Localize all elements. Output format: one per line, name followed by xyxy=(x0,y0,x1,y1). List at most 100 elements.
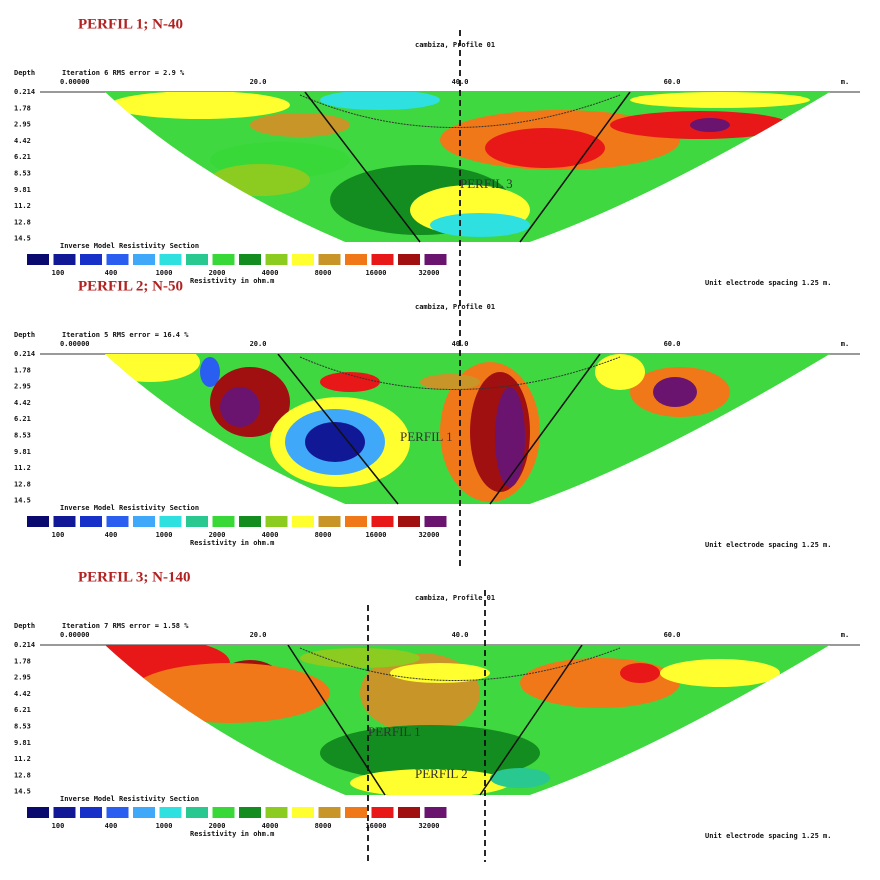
legend-swatch xyxy=(80,254,102,265)
resistivity-zone xyxy=(660,659,780,687)
legend-unit: Resistivity in ohm.m xyxy=(190,277,274,285)
legend-value: 100 xyxy=(52,822,65,830)
legend-title: Inverse Model Resistivity Section xyxy=(60,795,199,803)
depth-value: 14.5 xyxy=(14,788,31,796)
legend-swatch xyxy=(212,516,235,527)
legend-title: Inverse Model Resistivity Section xyxy=(60,504,199,512)
legend-swatch xyxy=(27,254,49,265)
electrode-spacing: Unit electrode spacing 1.25 m. xyxy=(705,279,831,287)
resistivity-zone xyxy=(420,374,480,390)
legend-swatch xyxy=(345,516,367,527)
legend-swatch xyxy=(398,807,420,818)
legend-swatch xyxy=(186,516,208,527)
depth-value: 11.2 xyxy=(14,464,31,472)
legend-value: 16000 xyxy=(365,822,386,830)
legend-value: 2000 xyxy=(209,531,226,539)
resistivity-zone xyxy=(210,164,310,196)
resistivity-zone xyxy=(200,357,220,387)
legend-swatch xyxy=(292,516,314,527)
depth-value: 1.78 xyxy=(14,104,31,112)
fault-line xyxy=(519,91,631,243)
legend-unit: Resistivity in ohm.m xyxy=(190,830,274,838)
legend-swatch xyxy=(424,807,447,818)
x-label: 60.0 xyxy=(664,340,681,348)
legend-value: 400 xyxy=(105,531,118,539)
legend-swatch xyxy=(292,254,314,265)
resistivity-zone xyxy=(490,768,550,788)
legend-swatch xyxy=(106,254,129,265)
depth-value: 2.95 xyxy=(14,121,31,129)
resistivity-zone xyxy=(105,354,200,382)
resistivity-zone xyxy=(495,387,525,487)
legend-swatch xyxy=(53,254,76,265)
boundary-curve xyxy=(299,94,621,128)
profile-name: cambiza, Profile 01 xyxy=(415,41,495,49)
depth-value: 8.53 xyxy=(14,723,31,731)
profile-name: cambiza, Profile 01 xyxy=(415,303,495,311)
depth-value: 9.81 xyxy=(14,739,31,747)
legend-swatch xyxy=(239,254,261,265)
legend-value: 400 xyxy=(105,822,118,830)
panel-title: PERFIL 1; N-40 xyxy=(78,16,183,32)
legend-swatch xyxy=(371,254,394,265)
depth-value: 0.214 xyxy=(14,88,35,96)
depth-value: 12.8 xyxy=(14,218,31,226)
panel-title: PERFIL 2; N-50 xyxy=(78,278,183,294)
annotation: PERFIL 1 xyxy=(368,724,421,739)
resistivity-zone xyxy=(653,377,697,407)
x-label: m. xyxy=(841,631,849,639)
legend-swatch xyxy=(424,516,447,527)
x-label: 20.0 xyxy=(250,631,267,639)
depth-value: 6.21 xyxy=(14,415,31,423)
legend-value: 8000 xyxy=(315,822,332,830)
resistivity-zone xyxy=(110,92,290,119)
legend-swatch xyxy=(318,254,341,265)
depth-value: 6.21 xyxy=(14,153,31,161)
resistivity-zone xyxy=(690,118,730,132)
depth-value: 0.214 xyxy=(14,641,35,649)
legend-swatch xyxy=(318,807,341,818)
legend-value: 4000 xyxy=(262,269,279,277)
legend-value: 2000 xyxy=(209,269,226,277)
resistivity-zone xyxy=(485,128,605,168)
legend-value: 100 xyxy=(52,269,65,277)
section xyxy=(105,354,830,504)
x-label: 0.00000 xyxy=(60,340,90,348)
legend-value: 32000 xyxy=(418,269,439,277)
annotation: PERFIL 2 xyxy=(415,766,468,781)
annotation: PERFIL 3 xyxy=(460,176,513,191)
depth-value: 11.2 xyxy=(14,755,31,763)
section xyxy=(105,645,830,795)
electrode-spacing: Unit electrode spacing 1.25 m. xyxy=(705,541,831,549)
x-label: 60.0 xyxy=(664,631,681,639)
legend-swatch xyxy=(133,254,155,265)
depth-label: Depth xyxy=(14,69,35,77)
depth-value: 12.8 xyxy=(14,480,31,488)
legend-swatch xyxy=(292,807,314,818)
depth-value: 9.81 xyxy=(14,448,31,456)
legend-value: 100 xyxy=(52,531,65,539)
legend-value: 32000 xyxy=(418,822,439,830)
depth-value: 4.42 xyxy=(14,690,31,698)
depth-value: 14.5 xyxy=(14,497,31,505)
legend-value: 1000 xyxy=(156,822,173,830)
legend-swatch xyxy=(265,254,288,265)
legend-swatch xyxy=(239,807,261,818)
legend-swatch xyxy=(80,807,102,818)
legend-swatch xyxy=(345,254,367,265)
depth-value: 6.21 xyxy=(14,706,31,714)
legend-swatch xyxy=(159,807,182,818)
legend-title: Inverse Model Resistivity Section xyxy=(60,242,199,250)
panel: PERFIL 2; N-50 cambiza, Profile 01 Depth It… xyxy=(14,278,860,549)
legend-swatch xyxy=(318,516,341,527)
profile-name: cambiza, Profile 01 xyxy=(415,594,495,602)
legend-value: 4000 xyxy=(262,822,279,830)
legend-swatch xyxy=(186,807,208,818)
depth-value: 2.95 xyxy=(14,383,31,391)
iteration-info: Iteration 7 RMS error = 1.58 % xyxy=(62,622,189,630)
depth-value: 1.78 xyxy=(14,657,31,665)
depth-label: Depth xyxy=(14,331,35,339)
panel-title: PERFIL 3; N-140 xyxy=(78,569,191,585)
resistivity-zone xyxy=(350,769,510,795)
